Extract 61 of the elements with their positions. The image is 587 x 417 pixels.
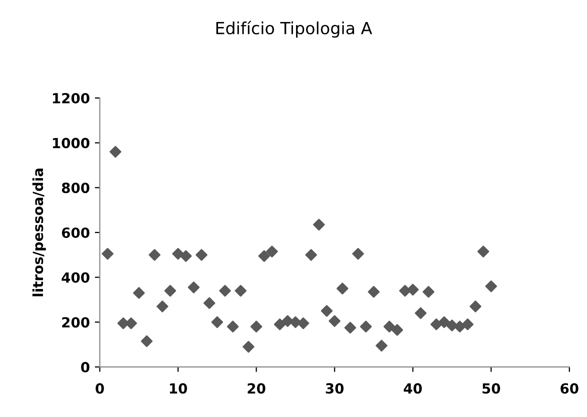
y-tick-label: 600 (62, 227, 90, 238)
chart-title: Edifício Tipologia A (216, 20, 372, 38)
point (383, 320, 396, 333)
point (203, 297, 216, 309)
point (368, 286, 380, 298)
point (258, 250, 270, 262)
point (485, 280, 498, 292)
point (430, 318, 442, 330)
x-tick-label: 40 (404, 383, 422, 394)
point (148, 249, 160, 261)
point (226, 320, 239, 333)
point (352, 248, 364, 260)
point (188, 282, 200, 294)
point (422, 286, 434, 298)
point (164, 284, 176, 297)
point (391, 324, 404, 336)
point (140, 335, 153, 348)
point (219, 284, 231, 297)
point (477, 246, 490, 258)
point (172, 248, 184, 260)
point (313, 218, 325, 231)
x-tick-label: 30 (326, 383, 344, 394)
point (462, 318, 474, 330)
point (376, 340, 388, 352)
point (406, 284, 419, 296)
point (250, 320, 262, 333)
point (133, 287, 145, 299)
point (234, 284, 247, 297)
point (360, 320, 372, 333)
x-tick-label: 20 (248, 383, 266, 394)
x-tick-label: 10 (170, 383, 188, 394)
point (336, 282, 348, 294)
point (446, 320, 458, 332)
point (328, 315, 340, 327)
point (470, 300, 482, 312)
point (274, 318, 286, 330)
y-tick-label: 1200 (52, 92, 90, 104)
point (156, 300, 168, 312)
point (320, 305, 333, 317)
point (414, 307, 427, 320)
y-tick-label: 0 (81, 362, 90, 372)
point (454, 320, 466, 333)
x-tick-label: 0 (96, 383, 104, 394)
point (110, 146, 122, 158)
y-axis-title: litros/pessoa/dia (32, 168, 46, 296)
point (242, 340, 254, 353)
y-tick-label: 400 (62, 272, 90, 283)
x-tick-label: 60 (560, 383, 578, 394)
x-tick-label: 50 (482, 383, 500, 394)
point (344, 322, 356, 334)
point (211, 316, 224, 328)
point (266, 246, 278, 258)
y-tick-label: 800 (62, 182, 90, 194)
point (102, 248, 114, 260)
point (305, 249, 317, 261)
point (196, 249, 208, 261)
point (297, 317, 310, 330)
point (438, 316, 450, 328)
point (180, 250, 192, 262)
y-tick-label: 1000 (52, 138, 90, 148)
y-tick-label: 200 (62, 317, 90, 328)
